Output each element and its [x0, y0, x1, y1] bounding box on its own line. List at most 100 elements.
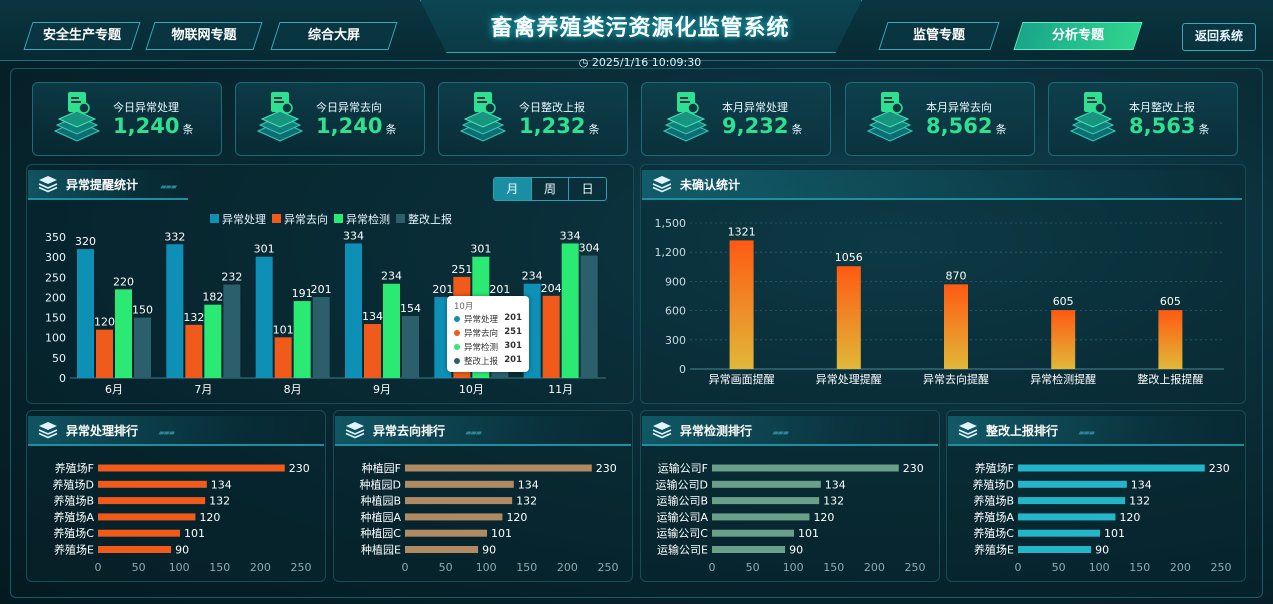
stat-value: 1,240 条 [316, 114, 396, 138]
nav-overview[interactable]: 综合大屏 [270, 22, 398, 50]
bar[interactable] [712, 513, 810, 521]
bar-value-label: 134 [1131, 478, 1152, 491]
category-label: 运输公司C [656, 526, 708, 540]
x-tick-label: 150 [1129, 561, 1150, 574]
category-label: 养殖场A [973, 510, 1014, 524]
bar-value-label: 320 [75, 235, 96, 248]
bar[interactable] [345, 243, 362, 378]
bar-value-label: 134 [825, 478, 846, 491]
bar-value-label: 120 [1119, 511, 1140, 524]
bar[interactable] [1018, 529, 1101, 537]
bar[interactable] [561, 243, 579, 378]
tooltip-series-name: 异常去向 [464, 329, 499, 339]
bar[interactable] [1018, 513, 1116, 521]
bar[interactable] [712, 546, 786, 553]
bar[interactable] [1158, 310, 1183, 369]
bar[interactable] [712, 480, 821, 488]
nav-analysis[interactable]: 分析专题 [1013, 22, 1143, 50]
x-tick-label: 150 [516, 561, 537, 574]
bar[interactable] [402, 315, 419, 378]
bar[interactable] [185, 324, 203, 378]
bar[interactable] [383, 283, 400, 378]
bar[interactable] [312, 297, 330, 378]
stat-number: 8,563 [1129, 114, 1196, 138]
bar[interactable] [98, 480, 207, 488]
category-label: 养殖场A [53, 510, 94, 524]
bar[interactable] [134, 317, 151, 378]
bar[interactable] [98, 529, 181, 537]
bar[interactable] [1018, 497, 1126, 505]
y-tick-label: 150 [45, 312, 66, 325]
bar[interactable] [1051, 310, 1076, 369]
bar-value-label: 201 [489, 283, 510, 296]
bar[interactable] [1018, 480, 1127, 488]
bar[interactable] [274, 337, 292, 378]
x-tick-label: 整改上报提醒 [1137, 372, 1203, 386]
nav-safety-production[interactable]: 安全生产专题 [23, 22, 141, 50]
x-tick-label: 0 [709, 561, 716, 574]
chart-tooltip: 10月 异常处理 201 异常去向 251 异常检测 301 整改上报 201 [447, 296, 529, 372]
ranking-bar-chart: 养殖场F 230 养殖场D 134 养殖场B 132 养殖场A 120 养殖场C 101 养殖场E 9… [973, 461, 1232, 574]
bar[interactable] [1018, 464, 1205, 472]
stat-card: 本月异常去向 8,562 条 [845, 82, 1035, 156]
bar[interactable] [836, 266, 861, 369]
bar[interactable] [405, 513, 503, 521]
nav-supervision[interactable]: 监管专题 [878, 22, 1000, 50]
bar[interactable] [98, 513, 196, 521]
bar[interactable] [542, 295, 560, 378]
bar[interactable] [77, 249, 94, 378]
bar[interactable] [405, 546, 479, 553]
bar-value-label: 1321 [728, 225, 756, 238]
stat-unit: 条 [791, 123, 803, 136]
bar[interactable] [115, 289, 132, 378]
stat-value: 1,232 条 [519, 114, 599, 138]
x-tick-label: 250 [905, 561, 926, 574]
page-title: 畜禽养殖类污资源化监管系统 [490, 16, 790, 41]
bar[interactable] [405, 497, 513, 505]
back-to-system-button[interactable]: 返回系统 [1182, 23, 1256, 51]
bar[interactable] [98, 546, 172, 553]
bar-value-label: 230 [1209, 462, 1230, 475]
bar-value-label: 605 [1160, 295, 1181, 308]
bar[interactable] [98, 497, 206, 505]
bar[interactable] [166, 244, 184, 378]
bar[interactable] [580, 255, 598, 378]
x-tick-label: 异常去向提醒 [923, 372, 989, 386]
category-label: 养殖场F [975, 461, 1014, 475]
bar-value-label: 101 [184, 527, 205, 540]
bar-value-label: 101 [1104, 527, 1125, 540]
document-stack-icon [1069, 92, 1117, 142]
bar[interactable] [293, 301, 311, 378]
stat-number: 9,232 [722, 114, 789, 138]
bar[interactable] [1018, 546, 1092, 553]
y-tick-label: 100 [45, 332, 66, 345]
period-month-button[interactable]: 月 [494, 178, 531, 200]
ranking-panel [640, 410, 940, 582]
category-label: 养殖场C [973, 526, 1014, 540]
stat-value: 8,563 条 [1129, 114, 1209, 138]
category-label: 种植园C [360, 526, 401, 540]
header-decoration: ▰▰▰ [160, 182, 178, 191]
bar[interactable] [364, 324, 381, 378]
period-week-button[interactable]: 周 [530, 178, 569, 200]
bar[interactable] [255, 256, 273, 378]
bar[interactable] [712, 464, 899, 472]
ranking-panel [26, 410, 326, 582]
bar[interactable] [405, 480, 514, 488]
period-toggle: 月 周 日 [493, 177, 607, 201]
bar[interactable] [204, 304, 222, 378]
bar[interactable] [223, 284, 241, 378]
x-tick-label: 0 [1015, 561, 1022, 574]
bar[interactable] [96, 329, 113, 378]
bar[interactable] [729, 240, 754, 369]
unconfirmed-stats-header: 未确认统计 [642, 170, 1242, 200]
bar[interactable] [712, 497, 820, 505]
bar[interactable] [98, 464, 285, 472]
bar[interactable] [944, 284, 968, 369]
bar[interactable] [405, 529, 488, 537]
period-day-button[interactable]: 日 [568, 178, 606, 200]
bar[interactable] [405, 464, 592, 472]
bar-value-label: 150 [132, 304, 153, 317]
bar[interactable] [712, 529, 795, 537]
nav-iot[interactable]: 物联网专题 [145, 22, 263, 50]
